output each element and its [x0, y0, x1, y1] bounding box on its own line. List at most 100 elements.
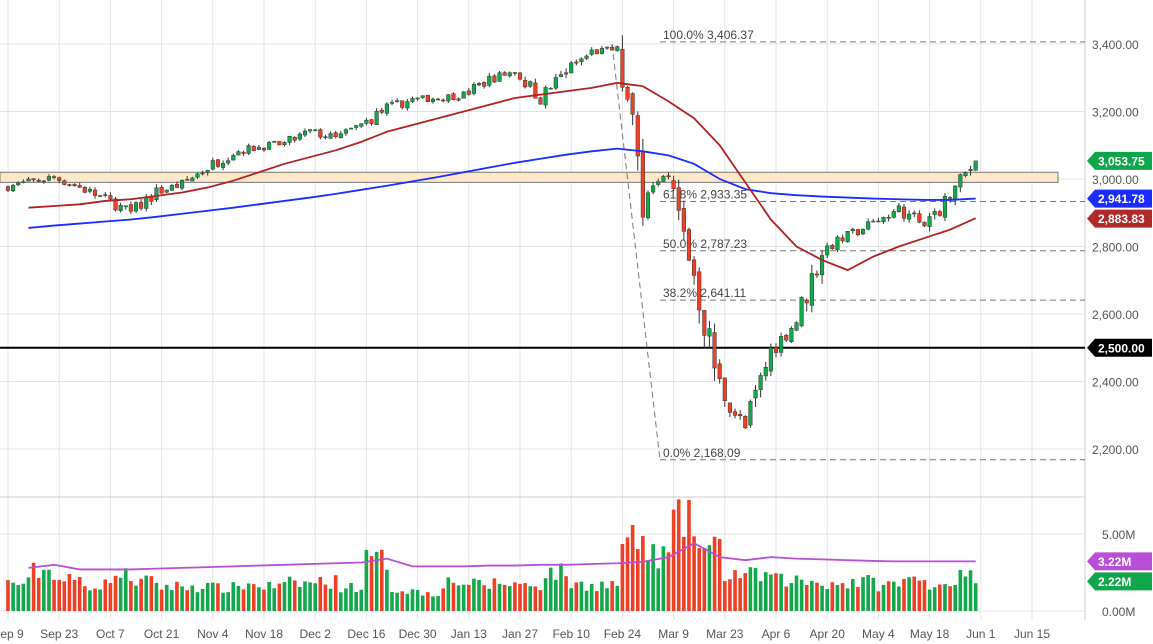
volume-bar [436, 595, 440, 611]
candle-body [200, 172, 205, 175]
volume-bar [67, 573, 72, 611]
x-tick-label: Nov 18 [245, 627, 283, 641]
candle-body [159, 187, 164, 194]
volume-bar [528, 586, 533, 611]
price-tag-label: 2,883.83 [1098, 212, 1145, 226]
volume-bar [405, 593, 410, 611]
candle-body [164, 189, 169, 193]
volume-bar [205, 582, 210, 611]
moving-average-50-line [28, 81, 977, 272]
volume-bar [93, 588, 97, 611]
volume-bar [620, 544, 625, 611]
volume-bar [866, 575, 870, 611]
candle-body [410, 98, 415, 102]
volume-bar [374, 551, 379, 611]
volume-bar [113, 575, 118, 611]
candle-body [953, 185, 958, 201]
volume-bar [666, 552, 671, 611]
candle-body [958, 174, 963, 188]
candle-body [476, 83, 482, 86]
volume-bar [211, 582, 215, 611]
candle-body [256, 146, 261, 150]
candle-body [722, 377, 727, 401]
candle-body [384, 103, 389, 114]
fib-level-label: 38.2% 2,641.11 [663, 286, 747, 300]
volume-bar [810, 580, 814, 611]
volume-bar [21, 583, 26, 611]
candle-body [154, 187, 159, 200]
volume-bar [559, 563, 563, 611]
candle-body [420, 95, 425, 98]
candle-body [907, 213, 912, 220]
candle-body [630, 93, 635, 115]
x-tick-label: Jun 15 [1014, 627, 1050, 641]
candle-body [313, 129, 318, 132]
volume-bar [36, 577, 41, 611]
volume-bar [702, 548, 707, 611]
volume-bar [257, 587, 261, 611]
volume-bar [825, 589, 829, 611]
candle-body [676, 187, 681, 211]
volume-bar [605, 588, 609, 611]
candle-body [215, 159, 220, 167]
volume-bar [185, 590, 189, 611]
x-tick-label: Apr 20 [810, 627, 846, 641]
volume-bar [395, 592, 399, 611]
volume-bar [641, 535, 645, 611]
candle-body [564, 72, 569, 75]
candle-body [610, 46, 615, 51]
volume-bar [891, 581, 896, 611]
candle-body [246, 145, 251, 154]
volume-bar [851, 578, 855, 611]
volume-bar [62, 581, 67, 611]
volume-bar [548, 567, 553, 611]
candle-body [784, 334, 789, 341]
volume-bar [661, 546, 666, 611]
candle-body [789, 328, 794, 343]
volume-bar [922, 580, 927, 611]
candle-body [732, 411, 738, 416]
volume-bar [518, 583, 522, 611]
candle-body [108, 195, 113, 200]
volume-bar [564, 576, 568, 611]
candle-body [830, 244, 835, 249]
candle-body [492, 75, 497, 83]
candle-body [912, 212, 917, 215]
candle-body [292, 137, 297, 141]
candle-body [190, 177, 195, 182]
candle-body [287, 135, 292, 143]
volume-bar [451, 582, 456, 611]
volume-bar [682, 536, 686, 611]
volume-bar [170, 590, 174, 611]
volume-bar [349, 582, 353, 611]
candle-body [338, 133, 343, 138]
volume-bar [154, 582, 159, 611]
candle-body [692, 259, 697, 276]
candle-body [528, 81, 533, 87]
volume-bar [835, 585, 840, 611]
volume-bar [630, 525, 635, 611]
candle-body [809, 273, 814, 306]
volume-bar [774, 573, 778, 611]
candle-body [369, 119, 374, 124]
x-tick-label: Oct 21 [144, 627, 180, 641]
fib-level-label: 100.0% 3,406.37 [663, 28, 754, 42]
candle-body [845, 231, 850, 243]
y-tick-label: 3,400.00 [1092, 38, 1139, 52]
volume-bar [103, 579, 108, 611]
candle-body [5, 186, 11, 191]
volume-bar [216, 583, 220, 611]
candle-body [743, 416, 748, 429]
fib-level-label: 0.0% 2,168.09 [663, 446, 741, 460]
volume-bar [139, 578, 143, 611]
volume-bar [354, 591, 358, 611]
candle-body [185, 179, 190, 181]
candle-body [425, 95, 430, 102]
volume-bar [190, 585, 195, 611]
volume-bar [538, 590, 543, 611]
candle-body [98, 195, 103, 197]
candle-body [169, 185, 174, 191]
volume-bar [221, 592, 225, 611]
volume-bar [47, 569, 51, 611]
volume-bar [323, 584, 328, 611]
